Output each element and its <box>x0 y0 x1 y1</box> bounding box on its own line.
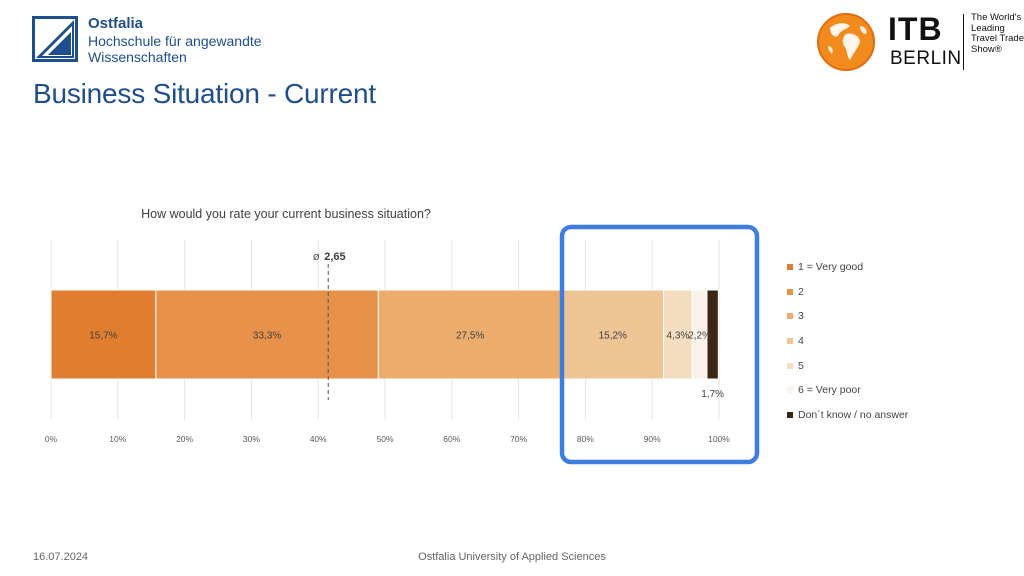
itb-word: ITB <box>888 11 943 47</box>
legend-swatch <box>787 387 793 394</box>
data-label: 33,3% <box>253 331 281 342</box>
business-situation-chart: How would you rate your current business… <box>0 190 1024 480</box>
footer-institution: Ostfalia University of Applied Sciences <box>418 551 606 563</box>
legend-swatch <box>787 362 793 369</box>
data-label: 15,7% <box>89 331 117 342</box>
data-label: 2,2% <box>688 331 711 342</box>
chart-legend: 1 = Very good 2 3 4 5 6 = Very poor Don´t know… <box>786 261 1016 434</box>
legend-item: 6 = Very poor <box>786 384 1016 409</box>
highlight-box <box>559 224 760 465</box>
data-label: 4,3% <box>667 331 690 342</box>
x-tick-label: 20% <box>176 434 193 444</box>
legend-label: Don´t know / no answer <box>798 409 909 422</box>
legend-item: 1 = Very good <box>786 261 1016 286</box>
x-tick-label: 30% <box>243 434 260 444</box>
legend-item: 4 <box>786 335 1016 360</box>
logo-line-3: Wissenschaften <box>88 49 187 65</box>
mean-label: 2,65 <box>324 251 345 263</box>
x-tick-label: 100% <box>708 434 730 444</box>
legend-swatch <box>787 338 793 345</box>
itb-city: BERLIN <box>890 48 962 69</box>
x-tick-label: 70% <box>510 434 527 444</box>
legend-label: 3 <box>798 310 804 323</box>
legend-item: 5 <box>786 360 1016 385</box>
x-tick-label: 50% <box>376 434 393 444</box>
ostfalia-logo-icon <box>32 16 78 62</box>
globe-icon <box>817 13 875 71</box>
legend-label: 2 <box>798 285 804 298</box>
stacked-bar-chart: How would you rate your current business… <box>45 207 760 465</box>
x-tick-label: 80% <box>577 434 594 444</box>
bar-segment <box>706 289 719 380</box>
x-tick-label: 10% <box>109 434 126 444</box>
page-title: Business Situation - Current <box>33 78 377 109</box>
x-tick-label: 0% <box>45 434 58 444</box>
x-tick-label: 90% <box>644 434 661 444</box>
ostfalia-logo-text: Ostfalia Hochschule für angewandte Wisse… <box>88 15 262 66</box>
itb-tagline-line: The World's <box>971 12 1022 23</box>
data-label: 15,2% <box>599 331 627 342</box>
itb-tagline-line: Leading <box>971 22 1005 34</box>
itb-tagline-line: Travel Trade <box>971 33 1024 44</box>
legend-label: 6 = Very poor <box>798 384 861 397</box>
bar-segment <box>155 289 379 380</box>
legend-item: 2 <box>786 286 1016 311</box>
logo-line-2: Hochschule für angewandte <box>88 32 262 49</box>
x-tick-label: 40% <box>310 434 327 444</box>
data-label: 27,5% <box>456 331 484 342</box>
chart-title: How would you rate your current business… <box>141 207 431 221</box>
footer-date: 16.07.2024 <box>33 551 89 563</box>
legend-label: 4 <box>798 335 804 348</box>
legend-swatch <box>787 412 793 419</box>
legend-swatch <box>787 313 793 320</box>
legend-swatch <box>787 264 793 270</box>
legend-item: Don´t know / no answer <box>786 409 1016 434</box>
bar-segment <box>50 289 157 380</box>
itb-tagline-line: Show® <box>971 43 1002 55</box>
data-label: 1,7% <box>701 389 724 400</box>
legend-label: 1 = Very good <box>798 261 864 273</box>
itb-divider <box>963 14 964 70</box>
bar-segment <box>561 289 665 380</box>
legend-swatch <box>787 288 793 295</box>
legend-label: 5 <box>798 359 804 372</box>
ostfalia-logo: Ostfalia Hochschule für angewandte Wisse… <box>32 15 280 68</box>
itb-tagline: The World's Leading Travel Trade Show® <box>971 12 1024 55</box>
mean-symbol-icon: ø <box>313 250 320 263</box>
logo-line-1: Ostfalia <box>88 15 144 32</box>
bar-segment <box>377 289 563 380</box>
itb-berlin-logo: ITB BERLIN The World's Leading Travel Tr… <box>814 10 1024 74</box>
x-tick-label: 60% <box>443 434 460 444</box>
legend-item: 3 <box>786 310 1016 335</box>
